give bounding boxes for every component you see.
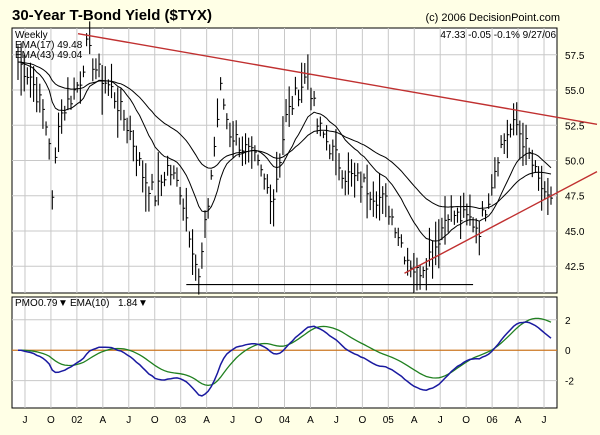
x-tick-label: 06 — [487, 415, 499, 426]
copyright-text: (c) 2006 DecisionPoint.com — [425, 12, 560, 24]
price-tick-label: 42.5 — [565, 262, 585, 273]
price-tick-label: 45.0 — [565, 227, 585, 238]
price-tick-label: 52.5 — [565, 121, 585, 132]
pmo-tick-label: -2 — [565, 377, 574, 388]
resistance-trendline — [77, 32, 598, 125]
pmo-down-arrow-icon: ▼ — [58, 298, 68, 309]
pmo-value: 0.79 — [38, 298, 58, 309]
pmo-ema-down-arrow-icon: ▼ — [138, 298, 148, 309]
x-tick-label: O — [151, 415, 159, 426]
x-tick-label: A — [99, 415, 106, 426]
pmo-tick-label: 0 — [565, 346, 571, 357]
x-tick-label: J — [438, 415, 443, 426]
grid-layer — [12, 28, 557, 408]
x-tick-label: A — [307, 415, 314, 426]
axis-labels-layer: 42.545.047.550.052.555.057.5J O 02 A J O 03 A J O… — [22, 51, 584, 426]
pmo-ema-value: 1.84 — [118, 298, 138, 309]
pmo-line — [17, 321, 552, 397]
pmo-ema-line — [18, 317, 552, 387]
frequency-label: Weekly — [15, 30, 48, 41]
pmo-tick-label: 2 — [565, 316, 571, 327]
x-tick-label: 04 — [279, 415, 291, 426]
x-tick-label: O — [358, 415, 366, 426]
x-tick-label: O — [47, 415, 55, 426]
price-tick-label: 50.0 — [565, 157, 585, 168]
x-tick-label: J — [126, 415, 131, 426]
x-tick-label: J — [334, 415, 339, 426]
pmo-label: PMO — [15, 298, 38, 309]
last-quote: 47.33 -0.05 -0.1% 9/27/06 — [440, 30, 556, 41]
price-tick-label: 57.5 — [565, 51, 585, 62]
x-tick-label: 03 — [175, 415, 187, 426]
x-tick-label: 05 — [383, 415, 395, 426]
page-title: 30-Year T-Bond Yield ($TYX) — [12, 7, 213, 24]
trendline-layer — [77, 32, 598, 286]
x-tick-label: O — [462, 415, 470, 426]
pmo-layer — [12, 317, 557, 397]
x-tick-label: J — [230, 415, 235, 426]
support-trendline — [404, 171, 598, 274]
x-tick-label: J — [542, 415, 547, 426]
price-tick-label: 47.5 — [565, 192, 585, 203]
ema43-label: EMA(43) 49.04 — [15, 50, 83, 61]
x-tick-label: A — [515, 415, 522, 426]
x-tick-label: O — [255, 415, 263, 426]
ema43-line — [17, 61, 552, 210]
x-tick-label: 02 — [71, 415, 83, 426]
ema-layer — [17, 61, 552, 242]
ema17-label: EMA(17) 49.48 — [15, 40, 83, 51]
x-tick-label: J — [22, 415, 27, 426]
pmo-ema-label: EMA(10) — [70, 298, 109, 309]
price-tick-label: 55.0 — [565, 86, 585, 97]
x-tick-label: A — [411, 415, 418, 426]
x-tick-label: A — [203, 415, 210, 426]
